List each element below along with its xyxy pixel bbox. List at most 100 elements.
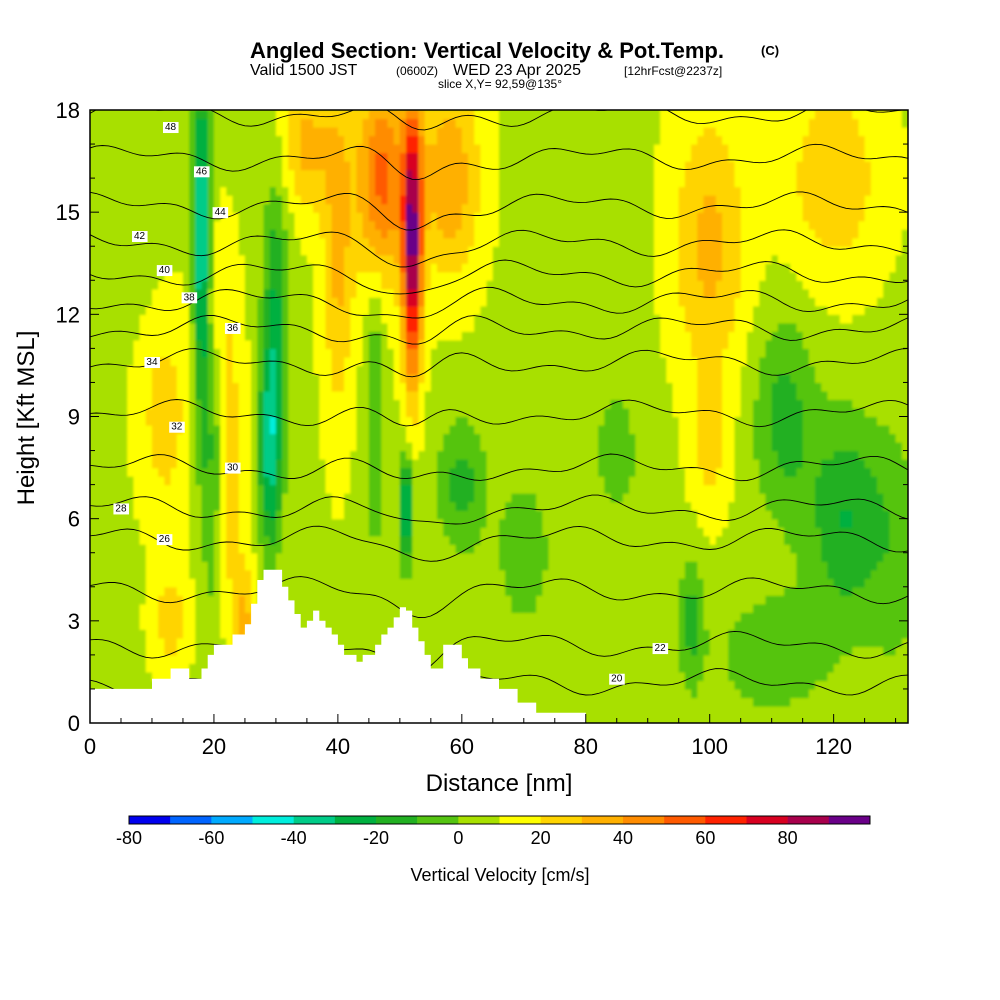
velocity-cell <box>344 459 351 469</box>
velocity-cell <box>430 331 438 341</box>
velocity-cell <box>399 348 407 358</box>
velocity-cell <box>480 110 488 120</box>
velocity-cell <box>96 629 103 639</box>
velocity-cell <box>486 246 494 256</box>
velocity-cell <box>331 493 339 503</box>
velocity-cell <box>412 152 420 162</box>
velocity-cell <box>356 603 364 613</box>
velocity-cell <box>151 195 159 205</box>
velocity-cell <box>505 484 512 494</box>
velocity-cell <box>344 229 351 239</box>
velocity-cell <box>251 229 258 239</box>
velocity-cell <box>499 450 506 460</box>
velocity-cell <box>288 161 296 171</box>
velocity-cell <box>505 237 512 247</box>
velocity-cell <box>325 110 333 120</box>
velocity-cell <box>313 442 320 452</box>
velocity-cell <box>437 433 444 443</box>
velocity-cell <box>251 237 258 247</box>
velocity-cell <box>213 544 221 554</box>
velocity-cell <box>505 535 512 545</box>
velocity-cell <box>145 297 153 307</box>
velocity-cell <box>319 237 327 247</box>
velocity-cell <box>319 586 327 596</box>
velocity-cell <box>461 356 469 367</box>
velocity-cell <box>90 663 97 673</box>
velocity-cell <box>275 561 283 571</box>
velocity-cell <box>443 561 451 571</box>
velocity-cell <box>288 493 296 503</box>
velocity-cell <box>139 535 147 545</box>
velocity-cell <box>505 212 512 222</box>
velocity-cell <box>325 195 333 205</box>
velocity-cell <box>486 390 494 401</box>
velocity-cell <box>114 425 122 435</box>
velocity-cell <box>251 433 258 443</box>
velocity-cell <box>387 178 395 188</box>
velocity-cell <box>282 280 289 290</box>
velocity-cell <box>158 178 165 188</box>
velocity-cell <box>511 501 519 511</box>
velocity-cell <box>220 442 227 452</box>
velocity-cell <box>368 195 376 205</box>
velocity-cell <box>244 518 252 528</box>
velocity-cell <box>102 501 110 511</box>
velocity-cell <box>331 518 339 528</box>
velocity-cell <box>288 569 296 579</box>
velocity-cell <box>90 407 97 418</box>
velocity-cell <box>393 586 401 596</box>
velocity-cell <box>306 603 314 613</box>
velocity-cell <box>443 527 451 537</box>
velocity-cell <box>511 314 519 324</box>
velocity-cell <box>269 127 277 137</box>
velocity-cell <box>474 595 482 605</box>
velocity-cell <box>158 390 165 401</box>
velocity-cell <box>313 569 320 579</box>
velocity-cell <box>213 407 221 418</box>
velocity-cell <box>151 510 159 520</box>
velocity-cell <box>443 569 451 579</box>
velocity-cell <box>127 476 134 486</box>
velocity-cell <box>511 382 519 392</box>
velocity-cell <box>368 612 376 622</box>
velocity-cell <box>375 314 382 324</box>
velocity-cell <box>393 152 401 162</box>
velocity-cell <box>499 271 506 281</box>
velocity-cell <box>127 578 134 588</box>
velocity-cell <box>375 297 382 307</box>
velocity-cell <box>251 246 258 256</box>
velocity-cell <box>220 399 227 409</box>
velocity-cell <box>499 161 506 171</box>
velocity-cell <box>418 280 426 290</box>
velocity-cell <box>207 416 215 426</box>
velocity-cell <box>269 407 277 418</box>
velocity-cell <box>145 314 153 324</box>
velocity-cell <box>133 663 141 673</box>
velocity-cell <box>356 433 364 443</box>
velocity-cell <box>170 654 178 665</box>
velocity-cell <box>505 518 512 528</box>
velocity-cell <box>511 246 519 256</box>
velocity-cell <box>263 399 271 409</box>
velocity-cell <box>368 390 376 401</box>
velocity-cell <box>486 288 494 298</box>
velocity-cell <box>362 493 370 503</box>
velocity-cell <box>387 110 395 120</box>
velocity-cell <box>486 586 494 596</box>
velocity-cell <box>362 578 370 588</box>
velocity-cell <box>325 169 333 179</box>
velocity-cell <box>455 322 463 332</box>
velocity-cell <box>449 144 457 154</box>
velocity-cell <box>170 356 178 367</box>
velocity-cell <box>468 407 475 418</box>
velocity-cell <box>244 527 252 537</box>
velocity-cell <box>269 339 277 349</box>
velocity-cell <box>418 254 426 264</box>
velocity-cell <box>412 280 420 290</box>
velocity-cell <box>393 348 401 358</box>
velocity-cell <box>418 297 426 307</box>
velocity-cell <box>325 118 333 128</box>
velocity-cell <box>424 348 432 358</box>
velocity-cell <box>114 229 122 239</box>
velocity-cell <box>269 331 277 341</box>
